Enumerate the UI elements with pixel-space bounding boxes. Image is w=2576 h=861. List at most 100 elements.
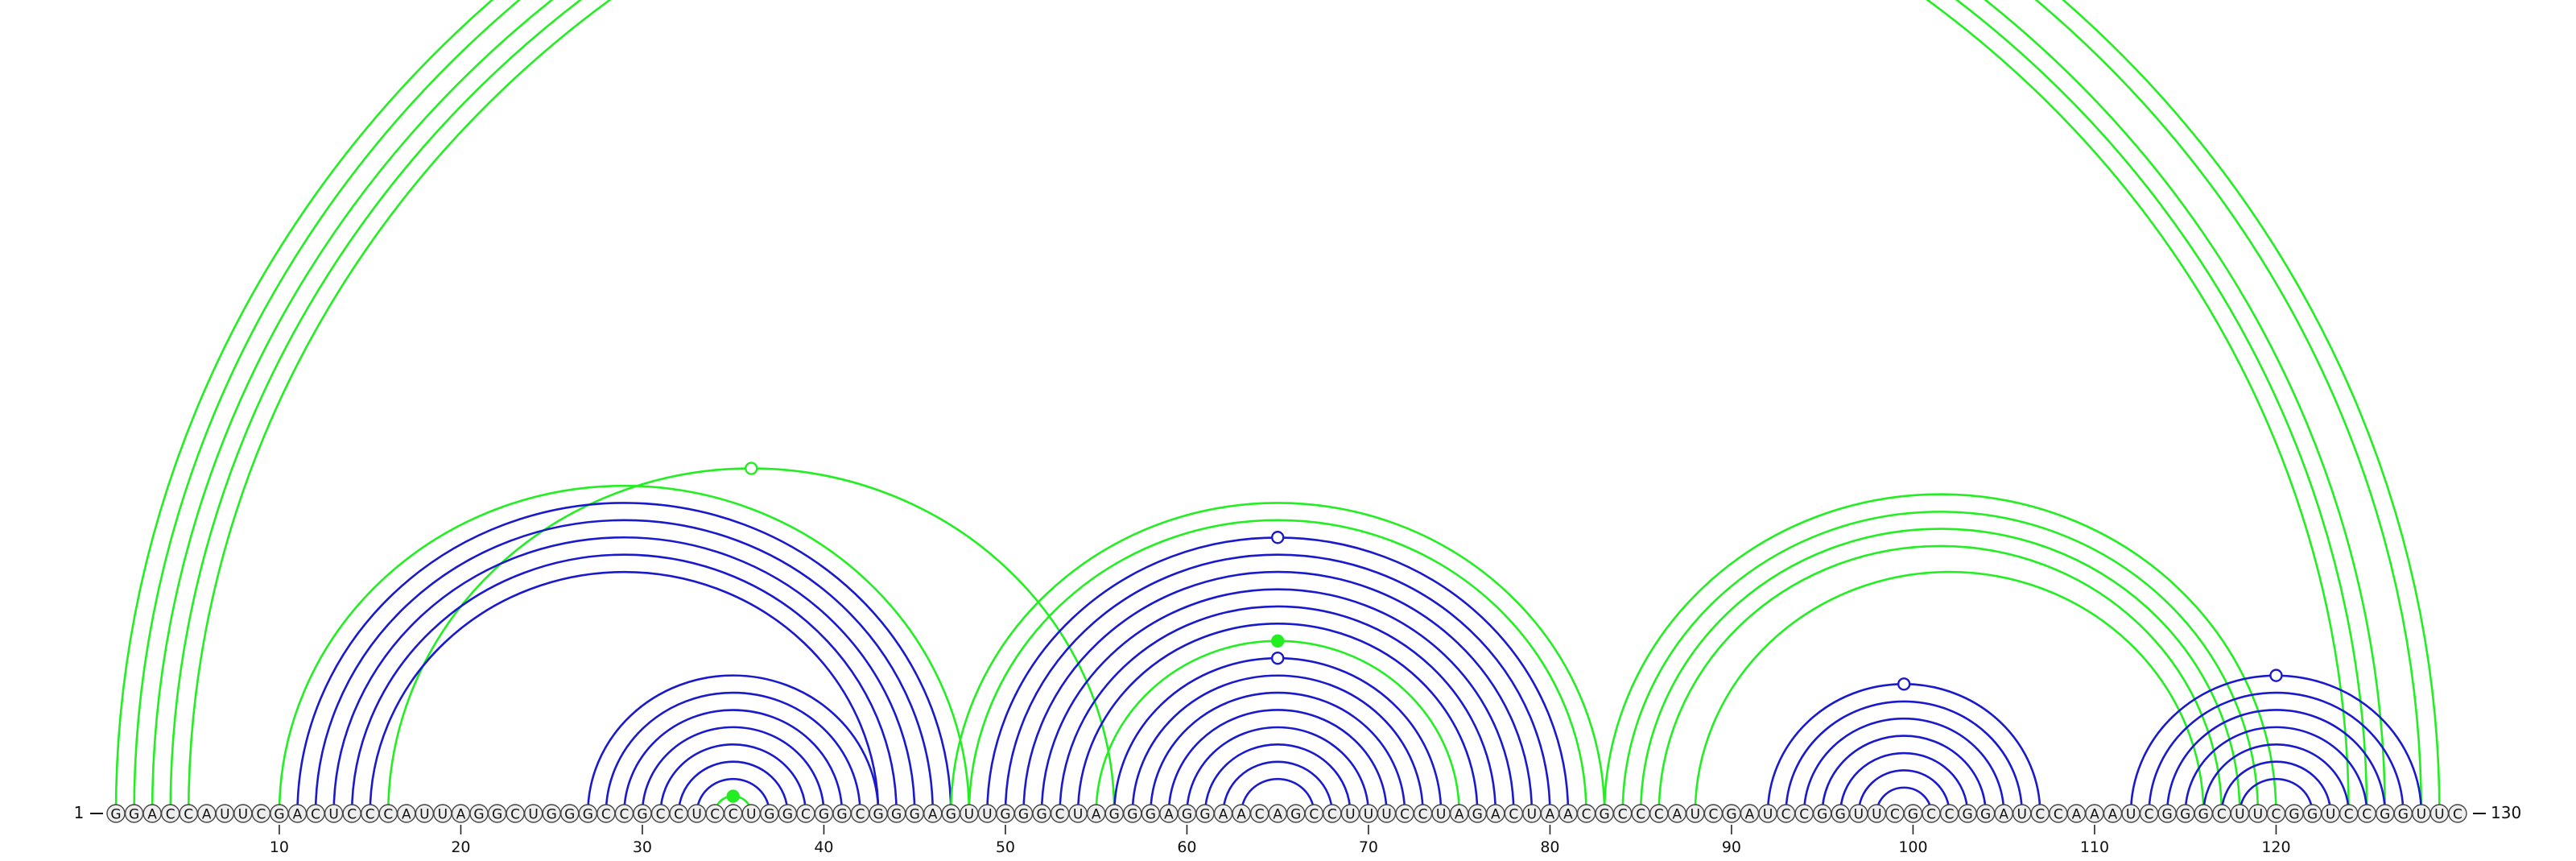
nucleotide-letter: G [1036, 807, 1046, 823]
nucleotide: C [1576, 804, 1596, 823]
tick-20: 20 [451, 825, 471, 856]
nucleotide-letter: U [1364, 807, 1373, 823]
nucleotide-letter: C [1654, 807, 1664, 823]
nucleotide: U [433, 804, 452, 823]
pair-arc [950, 502, 1606, 814]
pair-arc [133, 0, 2423, 814]
nucleotide: G [941, 804, 961, 823]
nucleotide-letter: A [456, 807, 466, 823]
nucleotide-letter: G [1127, 807, 1137, 823]
nucleotide: G [1177, 804, 1197, 823]
nucleotide: C [506, 804, 525, 823]
nucleotide: C [361, 804, 380, 823]
nucleotide-letter: G [873, 807, 884, 823]
tick-label: 60 [1177, 838, 1196, 856]
nucleotide-letter: U [238, 807, 248, 823]
pair-arc [1802, 717, 2005, 814]
pair-arc [1839, 751, 1969, 814]
pair-arc [2220, 760, 2332, 814]
nucleotide-letter: G [1199, 807, 1210, 823]
pair-arc [350, 553, 898, 814]
nucleotide: C [1922, 804, 1941, 823]
nucleotide: U [1849, 804, 1868, 823]
nucleotide-letter: C [1926, 807, 1936, 823]
nucleotide: G [1286, 804, 1306, 823]
nucleotide: A [1667, 804, 1687, 823]
nucleotide-letter: G [2180, 807, 2190, 823]
nucleotide-letter: A [1164, 807, 1174, 823]
tick-100: 100 [1898, 825, 1928, 856]
nucleotide-letter: C [383, 807, 393, 823]
nucleotide: C [2357, 804, 2376, 823]
nucleotide-letter: U [2326, 807, 2335, 823]
pair-arc [605, 691, 861, 814]
nucleotide-letter: C [1636, 807, 1645, 823]
tick-30: 30 [633, 825, 652, 856]
nucleotide-letter: G [1000, 807, 1010, 823]
pair-arc [187, 0, 2350, 814]
nucleotide: U [2121, 804, 2140, 823]
nucleotide: C [251, 804, 271, 823]
nucleotide-letter: G [2162, 807, 2173, 823]
nucleotide-letter: G [1146, 807, 1156, 823]
nucleotide: C [1885, 804, 1905, 823]
nucleotide-letter: G [274, 807, 284, 823]
outer-pseudoknot-helix [114, 0, 2441, 814]
nucleotide-letter: C [2344, 807, 2354, 823]
nucleotide-letter: G [819, 807, 829, 823]
pair-arc [1131, 674, 1424, 814]
nucleotide: G [905, 804, 924, 823]
nucleotide: U [977, 804, 997, 823]
nucleotide: C [1249, 804, 1269, 823]
nucleotide-letter: C [729, 807, 738, 823]
nucleotide-letter: A [1999, 807, 2008, 823]
nucleotide-letter: A [2090, 807, 2099, 823]
pair-arc [2184, 726, 2368, 814]
nucleotide-letter: U [2235, 807, 2244, 823]
nucleotide: G [1595, 804, 1614, 823]
nucleotide-letter: A [1092, 807, 1101, 823]
nucleotide: A [1449, 804, 1469, 823]
nucleotide: G [1958, 804, 1977, 823]
tick-label: 120 [2261, 838, 2290, 856]
nucleotide: C [2448, 804, 2467, 823]
nucleotide-letter: G [637, 807, 647, 823]
nucleotide-letter: A [1236, 807, 1246, 823]
pair-arc [1694, 570, 2205, 814]
nucleotide: G [1123, 804, 1142, 823]
tick-70: 70 [1359, 825, 1378, 856]
hairpin-100 [1766, 677, 2041, 814]
nucleotide: U [1867, 804, 1887, 823]
nucleotide: U [2230, 804, 2250, 823]
nucleotide-letter: G [1980, 807, 1991, 823]
tick-label: 20 [451, 838, 470, 856]
pair-arc [1240, 777, 1315, 814]
nucleotide-letter: C [166, 807, 175, 823]
nucleotide: G [270, 804, 289, 823]
nucleotide-letter: C [510, 807, 520, 823]
nucleotide: G [814, 804, 834, 823]
nucleotide: U [741, 804, 761, 823]
nucleotide-letter: C [1945, 807, 1955, 823]
pair-arc [114, 0, 2441, 814]
nucleotide: G [578, 804, 597, 823]
nucleotide: U [1068, 804, 1088, 823]
nucleotide-letter: A [1745, 807, 1755, 823]
pair-arc [1621, 510, 2260, 814]
nucleotide-letter: U [1527, 807, 1537, 823]
nucleotide-letter: U [2253, 807, 2263, 823]
nucleotide: C [1776, 804, 1796, 823]
nucleotide-letter: U [1854, 807, 1864, 823]
nucleotide-letter: C [1055, 807, 1065, 823]
nucleotide-letter: C [1327, 807, 1337, 823]
nucleotide: G [1975, 804, 1996, 823]
nucleotide-letter: G [764, 807, 774, 823]
nucleotide: U [324, 804, 344, 823]
nucleotide-letter: A [1273, 807, 1282, 823]
nucleotide: G [996, 804, 1015, 823]
pair-arc [968, 519, 1587, 814]
pair-arc [1876, 786, 1933, 814]
nucleotide: G [1141, 804, 1161, 823]
tick-60: 60 [1177, 825, 1197, 856]
nucleotide: G [124, 804, 144, 823]
